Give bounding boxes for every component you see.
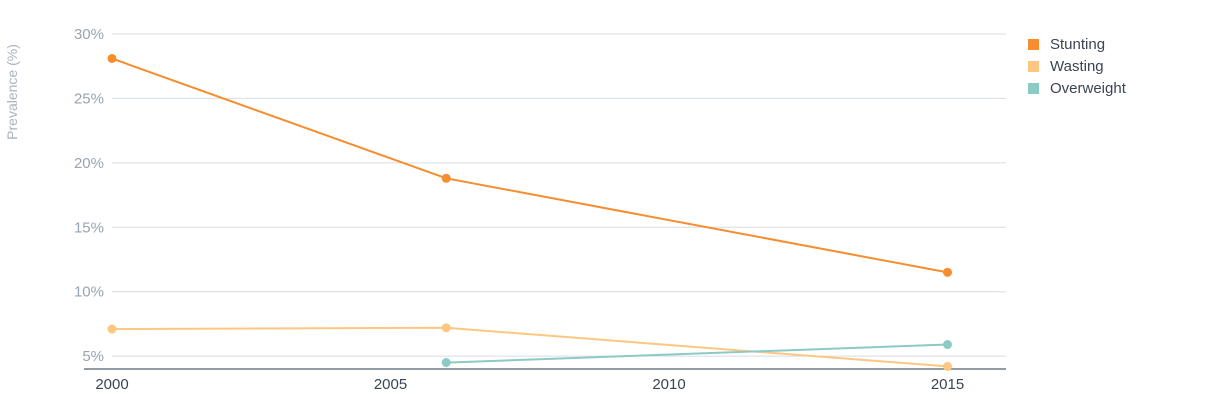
stunting-point[interactable] — [107, 53, 117, 63]
legend-label: Overweight — [1050, 79, 1126, 97]
overweight-point[interactable] — [441, 358, 451, 368]
series-points — [107, 53, 953, 371]
stunting-line — [111, 57, 948, 274]
legend-item-overweight[interactable]: Overweight — [1028, 77, 1126, 99]
y-tick-label: 20% — [74, 155, 104, 172]
legend-swatch-stunting — [1028, 38, 1039, 50]
y-axis-label: Prevalence (%) — [4, 44, 20, 140]
x-tick-label: 2010 — [652, 376, 685, 393]
legend: Stunting Wasting Overweight — [1028, 33, 1126, 99]
stunting-point[interactable] — [943, 267, 953, 277]
legend-swatch-wasting — [1028, 60, 1039, 72]
overweight-point[interactable] — [943, 340, 953, 350]
legend-item-wasting[interactable]: Wasting — [1028, 55, 1126, 77]
y-tick-label: 5% — [82, 348, 104, 365]
x-tick-labels: 2000 2005 2010 2015 — [95, 376, 964, 393]
wasting-line — [111, 326, 948, 368]
overweight-line — [446, 343, 948, 364]
legend-label: Stunting — [1050, 35, 1106, 53]
y-tick-label: 30% — [74, 26, 104, 43]
gridlines — [112, 33, 1006, 357]
series-lines — [111, 57, 948, 368]
y-tick-label: 25% — [74, 90, 104, 107]
legend-item-stunting[interactable]: Stunting — [1028, 33, 1126, 55]
wasting-point[interactable] — [107, 324, 117, 334]
wasting-point[interactable] — [441, 323, 451, 333]
x-tick-label: 2000 — [95, 376, 128, 393]
wasting-point[interactable] — [943, 361, 953, 371]
x-tick-label: 2015 — [931, 376, 964, 393]
stunting-point[interactable] — [441, 173, 451, 183]
y-tick-labels: 5% 10% 15% 20% 25% 30% — [74, 26, 104, 365]
legend-label: Wasting — [1050, 57, 1104, 75]
y-tick-label: 15% — [74, 219, 104, 236]
y-tick-label: 10% — [74, 284, 104, 301]
legend-swatch-overweight — [1028, 82, 1039, 94]
x-tick-label: 2005 — [374, 376, 407, 393]
